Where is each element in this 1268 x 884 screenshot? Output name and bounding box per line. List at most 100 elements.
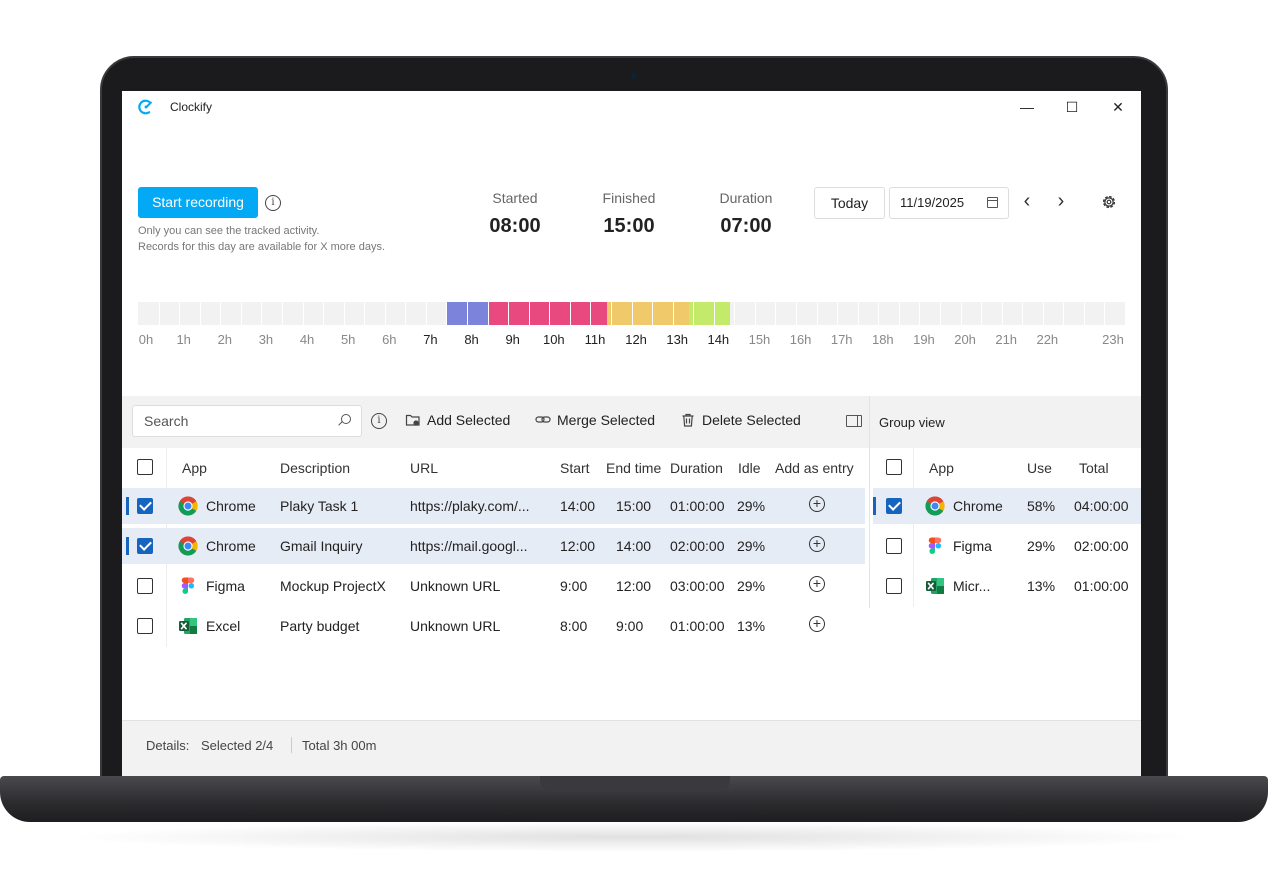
- group-row-checkbox[interactable]: [886, 498, 902, 514]
- row-end-time: 12:00: [616, 578, 652, 594]
- timeline-tick: [713, 302, 715, 325]
- timeline-tick: [405, 302, 407, 325]
- merge-selected-button[interactable]: Merge Selected: [535, 412, 655, 428]
- group-selection-indicator: [873, 497, 876, 515]
- search-input[interactable]: Search: [132, 405, 362, 437]
- select-all-checkbox[interactable]: [137, 459, 153, 475]
- link-icon: [535, 416, 551, 423]
- recording-hint-line2: Records for this day are available for X…: [138, 241, 386, 253]
- recording-hint-line1: Only you can see the tracked activity.: [138, 225, 320, 237]
- calendar-icon[interactable]: [987, 197, 998, 208]
- timeline-segment: [606, 302, 690, 325]
- timeline-tick: [672, 302, 674, 325]
- toolbar-info-icon[interactable]: i: [371, 413, 387, 429]
- row-end-time: 14:00: [616, 538, 652, 554]
- timeline-tick: [919, 302, 921, 325]
- group-row-use: 13%: [1027, 578, 1056, 594]
- timeline-tick: [323, 302, 325, 325]
- timeline-tick: [240, 302, 242, 325]
- excel-icon: [178, 616, 198, 636]
- chrome-icon: [178, 536, 198, 556]
- laptop-notch: [540, 776, 730, 792]
- row-description: Plaky Task 1: [280, 498, 359, 514]
- excel-icon: [925, 576, 945, 596]
- timeline-hour-label: 20h: [954, 332, 976, 347]
- maximize-button[interactable]: ☐: [1065, 99, 1079, 115]
- add-entry-icon[interactable]: +: [809, 536, 825, 552]
- row-url: https://mail.googl...: [410, 538, 528, 554]
- app-window: Clockify — ☐ ✕ Start recording i Only yo…: [122, 91, 1141, 776]
- start-recording-button[interactable]: Start recording: [138, 187, 258, 218]
- row-checkbox[interactable]: [137, 578, 153, 594]
- group-select-all-checkbox[interactable]: [886, 459, 902, 475]
- timeline-tick: [652, 302, 654, 325]
- row-checkbox[interactable]: [137, 498, 153, 514]
- row-checkbox[interactable]: [137, 538, 153, 554]
- title-bar: Clockify — ☐ ✕: [122, 91, 1141, 123]
- timeline-tick: [1083, 302, 1085, 325]
- group-view-label: Group view: [879, 415, 945, 430]
- timeline-tick: [364, 302, 366, 325]
- timeline-tick: [939, 302, 941, 325]
- details-label: Details:: [146, 738, 190, 753]
- duration-label: Duration: [719, 190, 773, 206]
- row-description: Party budget: [280, 618, 360, 634]
- row-description: Gmail Inquiry: [280, 538, 363, 554]
- row-idle: 29%: [737, 578, 766, 594]
- next-day-button[interactable]: ›: [1057, 190, 1065, 212]
- group-row-checkbox[interactable]: [886, 578, 902, 594]
- close-button[interactable]: ✕: [1112, 99, 1124, 115]
- chrome-icon: [178, 496, 198, 516]
- timeline-hour-label: 22h: [1036, 332, 1059, 347]
- add-entry-icon[interactable]: +: [809, 576, 825, 592]
- group-row-total: 04:00:00: [1074, 498, 1129, 514]
- info-icon[interactable]: i: [265, 195, 281, 211]
- group-row-checkbox[interactable]: [886, 538, 902, 554]
- gear-icon[interactable]: [1100, 193, 1118, 211]
- delete-selected-label: Delete Selected: [702, 412, 801, 428]
- timeline-tick: [158, 302, 160, 325]
- add-entry-icon[interactable]: +: [809, 496, 825, 512]
- timeline-tick: [816, 302, 818, 325]
- started-label: Started: [492, 190, 538, 206]
- footer-separator: [291, 737, 292, 753]
- timeline-tick: [302, 302, 304, 325]
- timeline-segment: [487, 302, 607, 325]
- timeline-hour-label: 16h: [789, 332, 812, 347]
- timeline-tick: [508, 302, 510, 325]
- timeline-tick: [220, 302, 222, 325]
- row-url: Unknown URL: [410, 578, 501, 594]
- delete-selected-button[interactable]: Delete Selected: [680, 412, 801, 428]
- previous-day-button[interactable]: ‹: [1023, 190, 1031, 212]
- duration-value: 07:00: [720, 215, 772, 237]
- date-picker[interactable]: 11/19/2025: [889, 187, 1009, 219]
- timeline-tick: [384, 302, 386, 325]
- figma-icon: [178, 576, 198, 596]
- search-placeholder: Search: [144, 413, 189, 429]
- timeline-tick: [1104, 302, 1106, 325]
- minimize-button[interactable]: —: [1020, 99, 1034, 115]
- row-description: Mockup ProjectX: [280, 578, 386, 594]
- table-row-highlight: [122, 528, 865, 564]
- row-url: Unknown URL: [410, 618, 501, 634]
- panel-toggle-icon[interactable]: [846, 415, 862, 427]
- add-entry-icon[interactable]: +: [809, 616, 825, 632]
- row-duration: 01:00:00: [670, 498, 725, 514]
- row-duration: 03:00:00: [670, 578, 725, 594]
- selected-count: Selected 2/4: [201, 738, 274, 753]
- group-header-app: App: [929, 460, 954, 476]
- row-checkbox[interactable]: [137, 618, 153, 634]
- timeline-tick: [734, 302, 736, 325]
- today-button[interactable]: Today: [814, 187, 885, 219]
- started-value: 08:00: [489, 215, 541, 237]
- group-row-highlight: [873, 488, 1141, 524]
- add-selected-button[interactable]: Add Selected: [405, 412, 510, 428]
- timeline-tick: [261, 302, 263, 325]
- timeline-hour-label: 8h: [464, 332, 479, 347]
- row-app: Chrome: [206, 498, 256, 514]
- details-footer: Details: Selected 2/4 Total 3h 00m: [122, 720, 1141, 776]
- group-row-use: 58%: [1027, 498, 1056, 514]
- figma-icon: [925, 536, 945, 556]
- timeline-tick: [569, 302, 571, 325]
- group-row-total: 01:00:00: [1074, 578, 1129, 594]
